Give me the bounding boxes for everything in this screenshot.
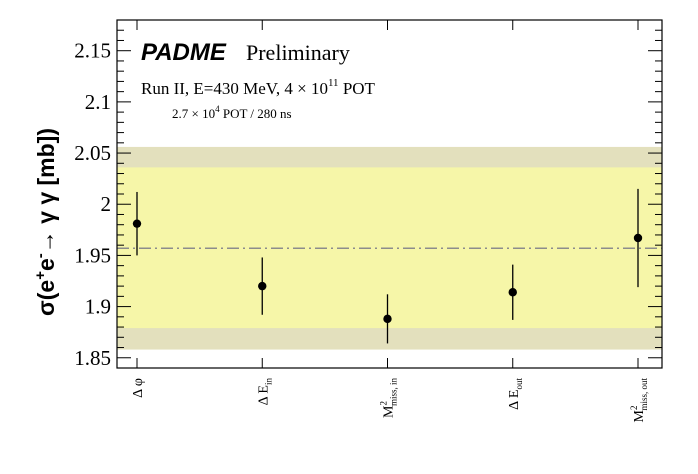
data-points — [132, 188, 643, 344]
rate-info-text: 2.7 × 10 — [172, 106, 215, 121]
data-point-1 — [258, 281, 267, 291]
y-axis-label-prefix: σ(e — [33, 280, 59, 316]
data-point-3 — [508, 288, 517, 297]
data-point-2 — [383, 314, 392, 324]
y-axis-label: σ(e+e-→ γ γ [mb]) — [32, 128, 59, 316]
y-axis-label-minus: - — [32, 253, 49, 258]
data-point-4 — [633, 233, 643, 243]
y-tick-label: 2 — [101, 192, 112, 216]
run-info-text: Run II, E=430 MeV, 4 × 10 — [141, 79, 328, 98]
rate-info-exp: 4 — [215, 104, 220, 114]
y-tick-label: 1.85 — [74, 346, 111, 370]
x-tick-label: Δ Ein — [256, 378, 273, 406]
x-tick-labels: Δ φ Δ Ein M2miss, in Δ Eout M2miss, out — [131, 378, 649, 423]
y-tick-labels: 1.85 1.9 1.95 2 2.05 2.1 2.15 — [74, 39, 111, 370]
y-axis-label-arrow: → γ γ [mb]) — [33, 128, 59, 253]
x-tick-label: M2miss, out — [629, 378, 649, 423]
y-tick-label: 1.9 — [85, 295, 111, 319]
y-tick-label: 2.15 — [74, 39, 111, 63]
x-tick-label: Δ Eout — [507, 378, 524, 410]
axis-ticks — [117, 19, 662, 369]
y-axis-label-plus: + — [32, 271, 49, 280]
y-axis-label-e2: e — [33, 258, 59, 271]
run-info-unit: POT — [339, 79, 376, 98]
y-tick-label: 2.05 — [74, 141, 111, 165]
experiment-label: PADME — [141, 39, 227, 66]
status-label: Preliminary — [246, 40, 350, 65]
data-point-0 — [132, 219, 142, 228]
run-info: Run II, E=430 MeV, 4 × 1011 POT — [141, 77, 376, 98]
y-tick-label: 2.1 — [85, 90, 111, 114]
run-info-exp: 11 — [328, 77, 339, 89]
x-tick-label: M2miss, in — [379, 378, 399, 418]
rate-info-unit: POT / 280 ns — [220, 106, 292, 121]
x-tick-label: Δ φ — [131, 378, 146, 398]
y-tick-label: 1.95 — [74, 243, 111, 267]
rate-info: 2.7 × 104 POT / 280 ns — [172, 104, 292, 121]
